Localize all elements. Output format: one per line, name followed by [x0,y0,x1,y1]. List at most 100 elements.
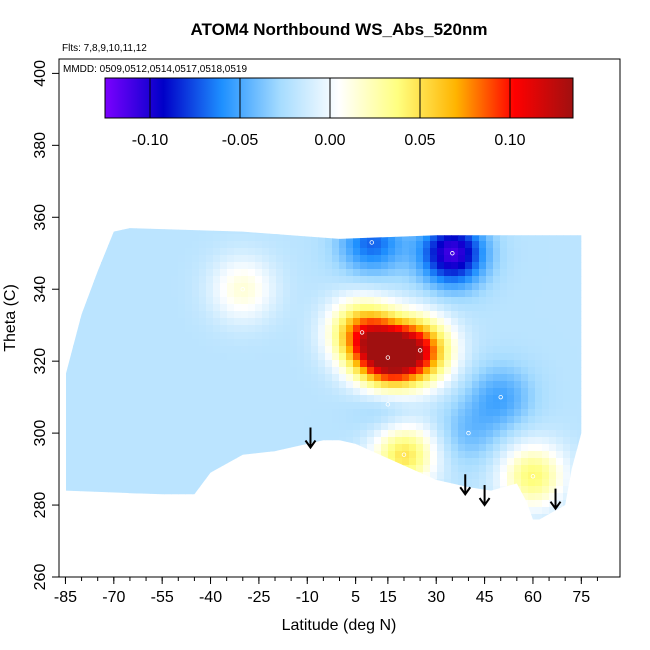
heatmap-cell [164,241,172,249]
heatmap-cell [73,514,81,520]
heatmap-cell [255,409,263,417]
heatmap-cell [199,304,207,312]
heatmap-cell [563,367,571,375]
heatmap-cell [164,472,172,480]
heatmap-cell [129,269,137,277]
heatmap-cell [136,521,144,529]
heatmap-cell [304,381,312,389]
heatmap-cell [80,444,88,452]
heatmap-cell [213,228,221,235]
heatmap-cell [367,451,375,459]
heatmap-cell [73,472,81,480]
x-tick-label: -40 [199,589,222,606]
heatmap-cell [164,367,172,375]
heatmap-cell [255,248,263,256]
heatmap-cell [157,423,165,431]
heatmap-cell [500,339,508,347]
heatmap-cell [423,416,431,424]
heatmap-cell [521,241,529,249]
heatmap-cell [493,290,501,298]
heatmap-cell [290,234,298,242]
heatmap-cell [416,228,424,235]
heatmap-cell [290,402,298,410]
heatmap-cell [402,311,410,319]
heatmap-cell [171,458,179,466]
heatmap-cell [87,228,95,235]
heatmap-cell [248,255,256,263]
heatmap-cell [157,395,165,403]
heatmap-cell [227,500,235,508]
heatmap-cell [528,297,536,305]
heatmap-cell [199,409,207,417]
heatmap-cell [318,248,326,256]
heatmap-cell [108,486,116,494]
heatmap-cell [297,290,305,298]
heatmap-cell [304,458,312,466]
heatmap-cell [143,346,151,354]
heatmap-cell [101,276,109,284]
heatmap-cell [73,297,81,305]
heatmap-cell [213,367,221,375]
heatmap-cell [472,276,480,284]
heatmap-cell [94,388,102,396]
heatmap-cell [423,283,431,291]
heatmap-cell [479,332,487,340]
heatmap-cell [227,304,235,312]
heatmap-cell [213,283,221,291]
heatmap-cell [220,325,228,333]
heatmap-cell [374,248,382,256]
heatmap-cell [528,395,536,403]
heatmap-cell [514,290,522,298]
heatmap-cell [262,472,270,480]
heatmap-cell [570,465,578,473]
heatmap-cell [381,479,389,487]
heatmap-cell [416,255,424,263]
heatmap-cell [101,346,109,354]
heatmap-cell [206,276,214,284]
heatmap-cell [213,514,221,520]
heatmap-cell [465,269,473,277]
heatmap-cell [129,416,137,424]
heatmap-cell [241,507,249,515]
heatmap-cell [577,297,582,305]
heatmap-cell [409,234,417,242]
heatmap-cell [500,430,508,438]
heatmap-cell [206,255,214,263]
heatmap-cell [220,395,228,403]
heatmap-cell [360,276,368,284]
heatmap-cell [213,395,221,403]
heatmap-cell [206,451,214,459]
heatmap-cell [451,339,459,347]
heatmap-cell [290,241,298,249]
heatmap-cell [542,500,550,508]
heatmap-cell [416,234,424,242]
heatmap-cell [136,423,144,431]
heatmap-cell [241,325,249,333]
heatmap-cell [381,409,389,417]
heatmap-cell [220,228,228,235]
heatmap-cell [409,290,417,298]
heatmap-cell [528,430,536,438]
heatmap-cell [248,332,256,340]
heatmap-cell [178,332,186,340]
heatmap-cell [430,402,438,410]
heatmap-cell [430,374,438,382]
heatmap-cell [577,409,582,417]
heatmap-cell [185,339,193,347]
heatmap-cell [339,346,347,354]
heatmap-cell [87,479,95,487]
heatmap-cell [80,332,88,340]
heatmap-cell [451,409,459,417]
heatmap-cell [493,325,501,333]
heatmap-cell [570,451,578,459]
heatmap-cell [325,430,333,438]
heatmap-cell [136,416,144,424]
heatmap-cell [262,493,270,501]
heatmap-cell [108,381,116,389]
heatmap-cell [94,521,102,529]
heatmap-cell [108,409,116,417]
heatmap-cell [94,283,102,291]
heatmap-cell [178,360,186,368]
heatmap-cell [234,514,242,520]
heatmap-cell [542,381,550,389]
